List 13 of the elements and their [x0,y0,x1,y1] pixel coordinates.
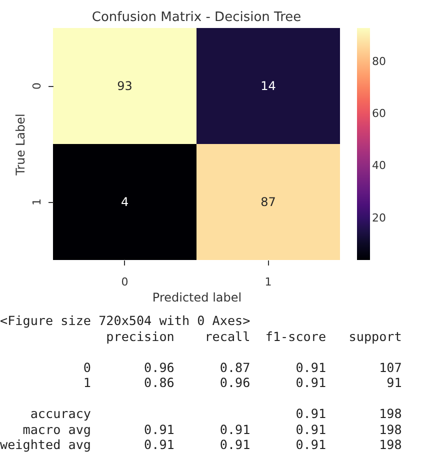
data-label: 93 [117,79,132,93]
data-label: 14 [260,79,276,93]
data-label: 87 [260,195,276,209]
data-label: 4 [120,195,129,209]
color-bar-label: 60 [372,107,386,120]
text: precision recall f1-score support 0 0.96 0.87 0.91 107 1 0.86 0.96 0.91 91 accuracy 0.91 198 macro avg 0.91 0.91 0.91 198 weighted avg 0.91 0.91 0.91 198 [0,328,402,452]
x-axis-title: Predicted label [152,290,242,304]
text: <Figure size 720x504 with 0 Axes> [0,313,252,328]
y-axis-title: True Label [14,114,28,176]
color-bar-label: 80 [372,54,386,68]
color-bar-label: 20 [372,211,386,224]
color-bar-label: 40 [372,159,386,172]
chart-title: Confusion Matrix - Decision Tree [92,10,302,25]
